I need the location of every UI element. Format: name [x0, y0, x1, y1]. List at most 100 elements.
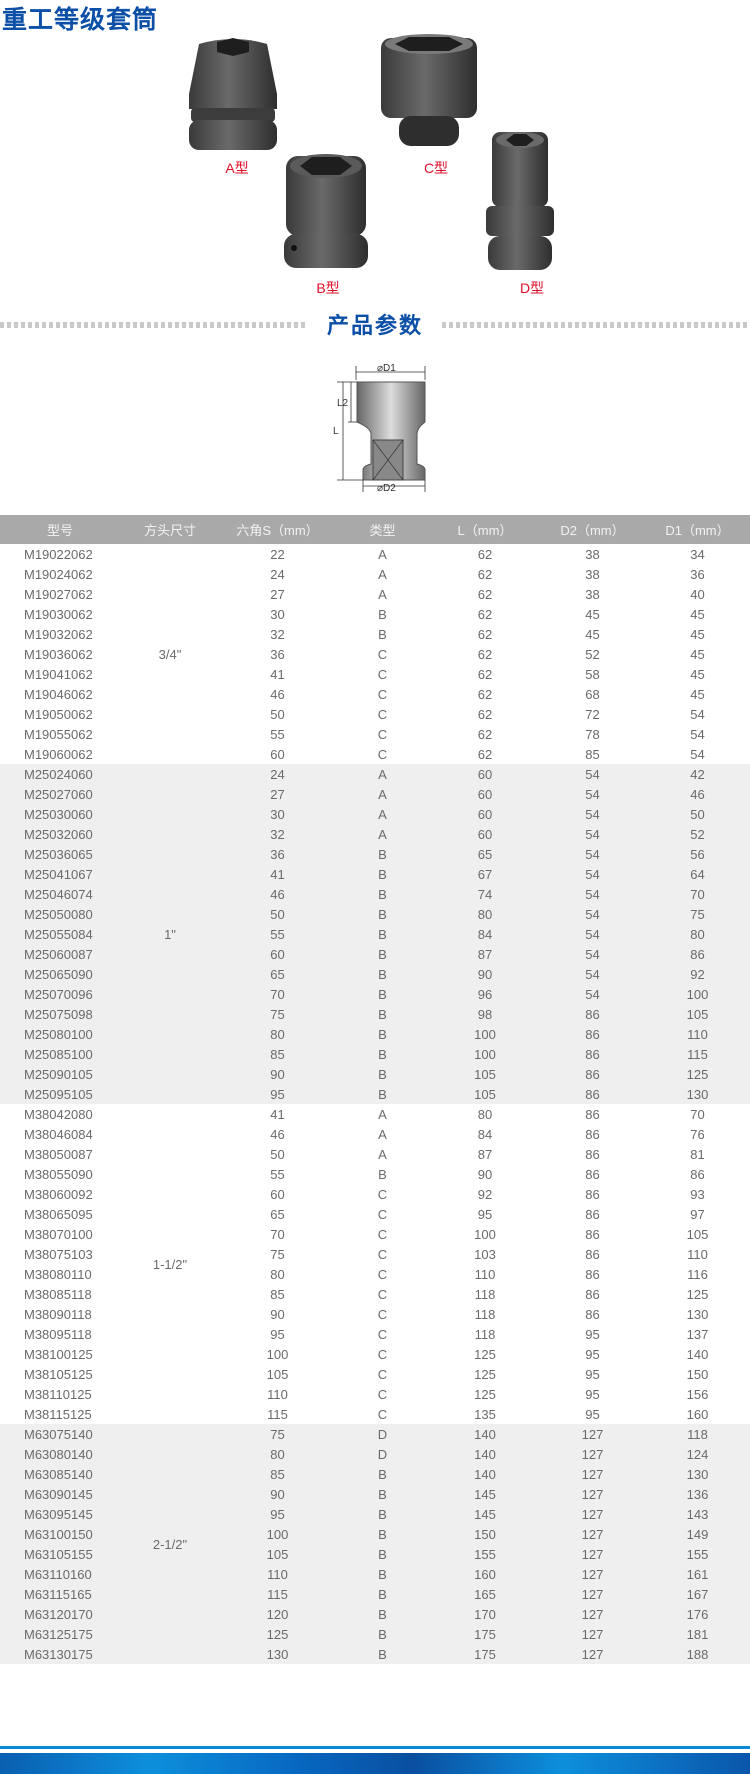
cell-length: 60 [430, 764, 540, 784]
table-row: M25095105 95 B 105 86 130 [0, 1084, 750, 1104]
col-type: 类型 [335, 515, 430, 544]
divider-right [442, 322, 750, 328]
cell-length: 65 [430, 844, 540, 864]
cell-model: M25090105 [0, 1064, 120, 1084]
table-row: M19041062 41 C 62 58 45 [0, 664, 750, 684]
cell-d2: 54 [540, 844, 645, 864]
cell-length: 125 [474, 1346, 496, 1362]
socket-b-image [284, 154, 368, 268]
cell-model: M25055084 [0, 924, 120, 944]
cell-type: C [377, 1306, 388, 1322]
cell-d1: 56 [645, 844, 750, 864]
table-row: M38080110 80 C 110 86 116 [0, 1264, 750, 1284]
cell-model: M38095118 [24, 1326, 92, 1342]
cell-type: B [335, 1604, 430, 1624]
cell-length: 140 [430, 1444, 540, 1464]
col-hex-s: 六角S（mm） [220, 515, 335, 544]
cell-hex-s: 46 [270, 686, 285, 702]
cell-d2: 86 [585, 1266, 600, 1282]
cell-model: M25036065 [0, 844, 120, 864]
cell-type: B [335, 1464, 430, 1484]
cell-d2: 127 [540, 1624, 645, 1644]
table-row: M38115125 115 C 135 95 160 [0, 1404, 750, 1424]
cell-type: B [335, 964, 430, 984]
cell-model: M25032060 [0, 824, 120, 844]
table-row: M25046074 46 B 74 54 70 [0, 884, 750, 904]
table-row: M38075103 75 C 103 86 110 [0, 1244, 750, 1264]
cell-length: 170 [430, 1604, 540, 1624]
cell-hex-s: 85 [220, 1044, 335, 1064]
table-row: M19024062 24 A 62 38 36 [0, 564, 750, 584]
page-title: 重工等级套筒 [2, 5, 159, 34]
cell-d2: 38 [585, 566, 600, 582]
cell-length: 62 [477, 686, 493, 702]
cell-hex-s: 80 [270, 1266, 285, 1282]
cell-hex-s: 70 [220, 984, 335, 1004]
cell-type: B [335, 1524, 430, 1544]
cell-d2: 127 [540, 1464, 645, 1484]
table-row: M63110160 110 B 160 127 161 [0, 1564, 750, 1584]
cell-hex-s: 80 [220, 1444, 335, 1464]
cell-length: 145 [430, 1484, 540, 1504]
table-row: M63090145 90 B 145 127 136 [0, 1484, 750, 1504]
cell-d1: 155 [645, 1544, 750, 1564]
cell-d2: 86 [585, 1126, 600, 1142]
cell-hex-s: 50 [270, 706, 285, 722]
cell-hex-s: 115 [267, 1406, 288, 1422]
cell-hex-s: 27 [220, 784, 335, 804]
cell-length: 62 [477, 586, 493, 602]
cell-model: M25065090 [0, 964, 120, 984]
cell-d1: 143 [645, 1504, 750, 1524]
cell-d2: 86 [540, 1004, 645, 1024]
cell-hex-s: 36 [270, 646, 285, 662]
cell-d1: 86 [645, 944, 750, 964]
cell-d1: 160 [686, 1406, 709, 1422]
cell-hex-s: 65 [220, 964, 335, 984]
cell-d2: 127 [540, 1544, 645, 1564]
cell-model: M25050080 [0, 904, 120, 924]
cell-length: 62 [477, 706, 493, 722]
cell-type: D [335, 1424, 430, 1444]
cell-d1: 93 [690, 1186, 705, 1202]
cell-model: M38080110 [24, 1266, 92, 1282]
cell-d1: 176 [645, 1604, 750, 1624]
cell-type: B [335, 924, 430, 944]
cell-type: D [335, 1444, 430, 1464]
table-row: M25024060 1" 24 A 60 54 42 [0, 764, 750, 1104]
cell-d1: 100 [645, 984, 750, 1004]
cell-d1: 181 [645, 1624, 750, 1644]
cell-d2: 54 [540, 924, 645, 944]
cell-length: 84 [430, 924, 540, 944]
cell-length: 90 [477, 1166, 493, 1182]
cell-d1: 105 [645, 1004, 750, 1024]
cell-d2: 95 [585, 1406, 600, 1422]
cell-type: B [335, 864, 430, 884]
table-row: M38042080 1-1/2" 41 A 80 86 70 [0, 1104, 750, 1272]
cell-model: M63120170 [0, 1604, 120, 1624]
cell-model: M63115165 [0, 1584, 120, 1604]
cell-model: M63125175 [0, 1624, 120, 1644]
table-row: M63120170 120 B 170 127 176 [0, 1604, 750, 1624]
cell-length: 92 [477, 1186, 493, 1202]
cell-type: B [335, 1504, 430, 1524]
cell-type: A [378, 566, 387, 582]
cell-hex-s: 90 [220, 1484, 335, 1504]
table-row: M25080100 80 B 100 86 110 [0, 1024, 750, 1044]
cell-d1: 92 [645, 964, 750, 984]
table-row: M63100150 100 B 150 127 149 [0, 1524, 750, 1544]
cell-d2: 127 [540, 1584, 645, 1604]
table-row: M25027060 27 A 60 54 46 [0, 784, 750, 804]
cell-d1: 150 [686, 1366, 709, 1382]
cell-length: 125 [474, 1386, 496, 1402]
cell-type: A [378, 1106, 387, 1122]
cell-d2: 86 [585, 1206, 600, 1222]
table-row: M63085140 85 B 140 127 130 [0, 1464, 750, 1484]
cell-model: M63130175 [0, 1644, 120, 1664]
cell-model: M63095145 [0, 1504, 120, 1524]
cell-d2: 52 [585, 646, 600, 662]
cell-hex-s: 55 [270, 1166, 285, 1182]
footer-line [0, 1746, 750, 1749]
cell-model: M25085100 [0, 1044, 120, 1064]
cell-d2: 54 [540, 904, 645, 924]
table-row: M25075098 75 B 98 86 105 [0, 1004, 750, 1024]
